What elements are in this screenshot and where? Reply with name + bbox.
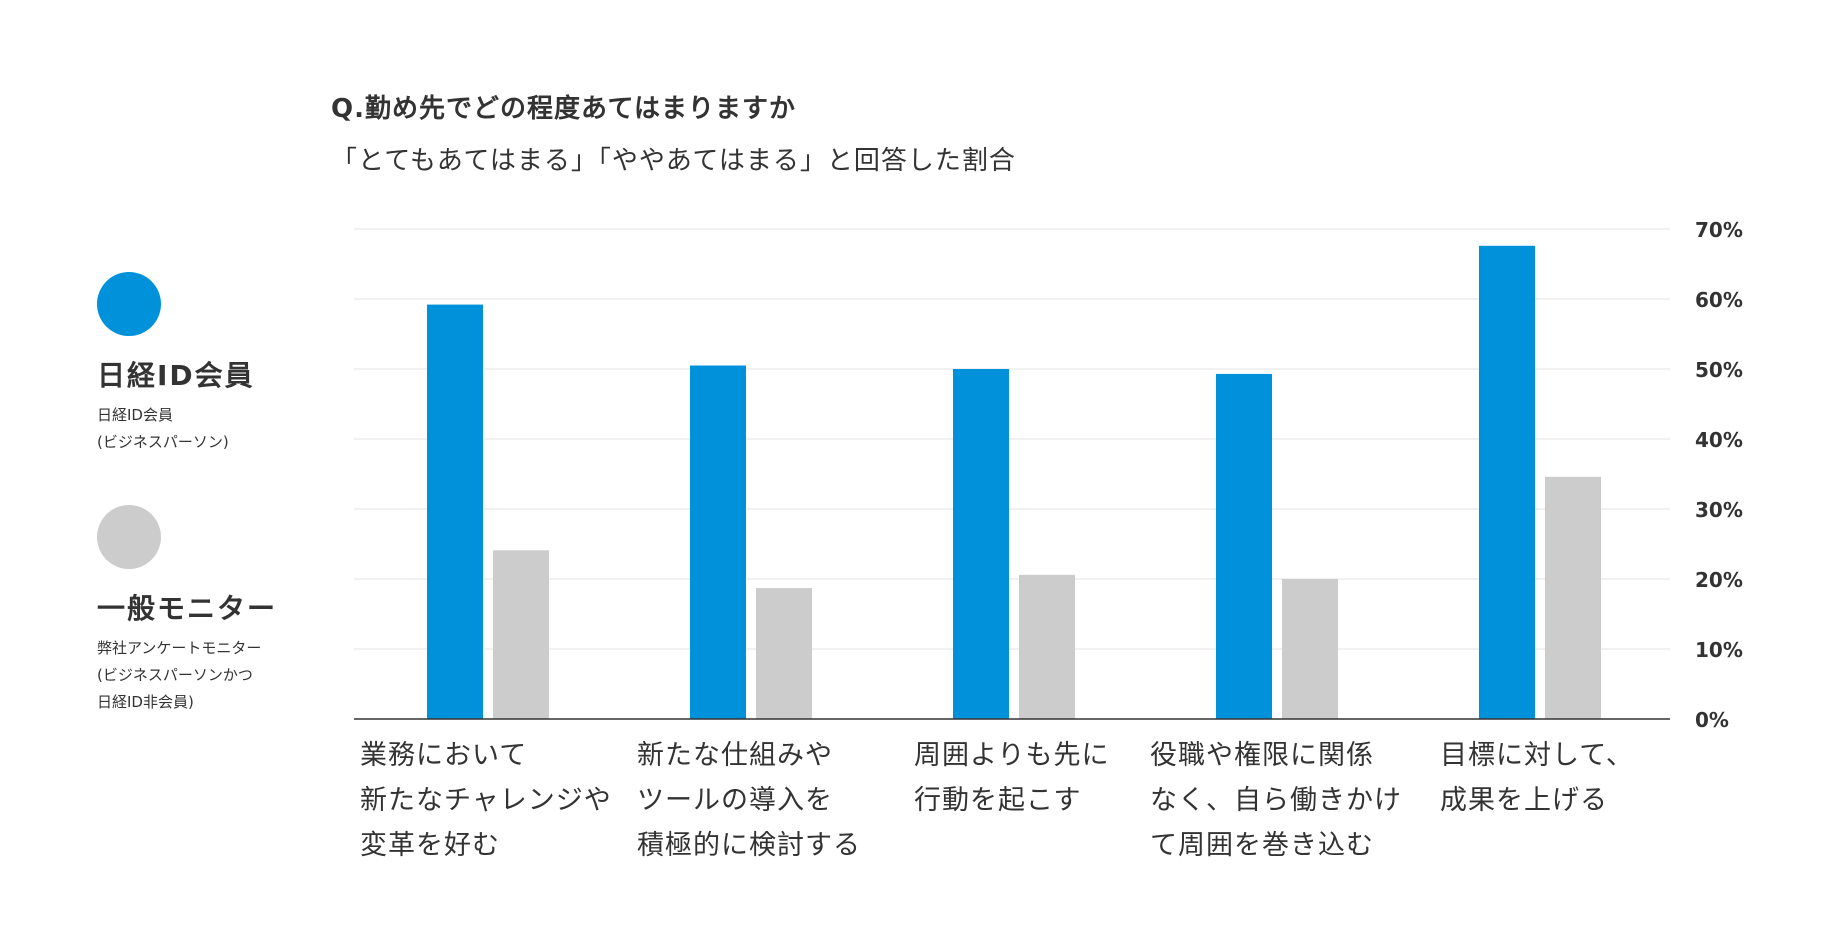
- category-label-line: 積極的に検討する: [637, 830, 861, 861]
- bar-general-monitor: [493, 550, 549, 719]
- chart-question: Q.勤め先でどの程度あてはまりますか: [331, 94, 796, 124]
- chart-subtitle: 「とてもあてはまる」「ややあてはまる」と回答した割合: [331, 146, 1016, 176]
- legend-note-nikkei-id: 日経ID会員 (ビジネスパーソン): [97, 402, 255, 456]
- legend-note-line: 日経ID会員: [97, 406, 173, 424]
- bar-nikkei-id: [427, 304, 483, 719]
- category-label-line: 新たなチャレンジや: [360, 785, 612, 816]
- category-label-line: 業務において: [360, 740, 528, 771]
- legend-note-general-monitor: 弊社アンケートモニター (ビジネスパーソンかつ 日経ID非会員): [97, 635, 277, 716]
- legend-note-line: 日経ID非会員): [97, 693, 194, 711]
- category-label-line: 周囲よりも先に: [914, 740, 1110, 771]
- legend-note-line: 弊社アンケートモニター: [97, 639, 262, 657]
- y-tick-label: 10%: [1695, 638, 1743, 662]
- y-tick-label: 40%: [1695, 428, 1743, 452]
- category-label-line: 成果を上げる: [1440, 785, 1608, 816]
- bar-general-monitor: [1019, 574, 1075, 719]
- bar-general-monitor: [1282, 579, 1338, 719]
- category-label: 役職や権限に関係 なく、自ら働きかけ て周囲を巻き込む: [1150, 733, 1402, 868]
- category-label-line: ツールの導入を: [637, 785, 833, 816]
- y-tick-label: 60%: [1695, 288, 1743, 312]
- legend-item-nikkei-id: 日経ID会員 日経ID会員 (ビジネスパーソン): [97, 272, 255, 456]
- category-label: 目標に対して、 成果を上げる: [1440, 733, 1634, 823]
- legend-label-general-monitor: 一般モニター: [97, 592, 278, 625]
- y-tick-label: 0%: [1695, 708, 1729, 732]
- bar-general-monitor: [1545, 476, 1601, 719]
- bar-nikkei-id: [690, 365, 746, 719]
- y-tick-label: 20%: [1695, 568, 1743, 592]
- y-tick-label: 50%: [1695, 358, 1743, 382]
- category-label-line: 目標に対して、: [1440, 740, 1634, 771]
- category-label: 業務において 新たなチャレンジや 変革を好む: [360, 733, 612, 868]
- legend-label-nikkei-id: 日経ID会員: [97, 359, 255, 392]
- y-tick-label: 30%: [1695, 498, 1743, 522]
- category-label-line: 変革を好む: [360, 830, 500, 861]
- bar-nikkei-id: [1479, 245, 1535, 720]
- legend-swatch-nikkei-id: [97, 272, 161, 336]
- category-label-line: て周囲を巻き込む: [1150, 830, 1374, 861]
- category-label-line: 新たな仕組みや: [637, 740, 833, 771]
- bar-nikkei-id: [1216, 373, 1272, 719]
- bar-nikkei-id: [953, 369, 1009, 719]
- category-label-line: なく、自ら働きかけ: [1150, 785, 1402, 816]
- category-label-line: 行動を起こす: [914, 785, 1082, 816]
- category-label: 周囲よりも先に 行動を起こす: [914, 733, 1109, 823]
- y-tick-label: 70%: [1695, 218, 1743, 242]
- legend-swatch-general-monitor: [97, 505, 161, 569]
- bar-general-monitor: [756, 588, 812, 719]
- legend-note-line: (ビジネスパーソン): [97, 433, 229, 451]
- category-label: 新たな仕組みや ツールの導入を 積極的に検討する: [637, 733, 861, 868]
- legend-item-general-monitor: 一般モニター 弊社アンケートモニター (ビジネスパーソンかつ 日経ID非会員): [97, 505, 277, 716]
- legend-note-line: (ビジネスパーソンかつ: [97, 666, 253, 684]
- category-label-line: 役職や権限に関係: [1150, 740, 1374, 771]
